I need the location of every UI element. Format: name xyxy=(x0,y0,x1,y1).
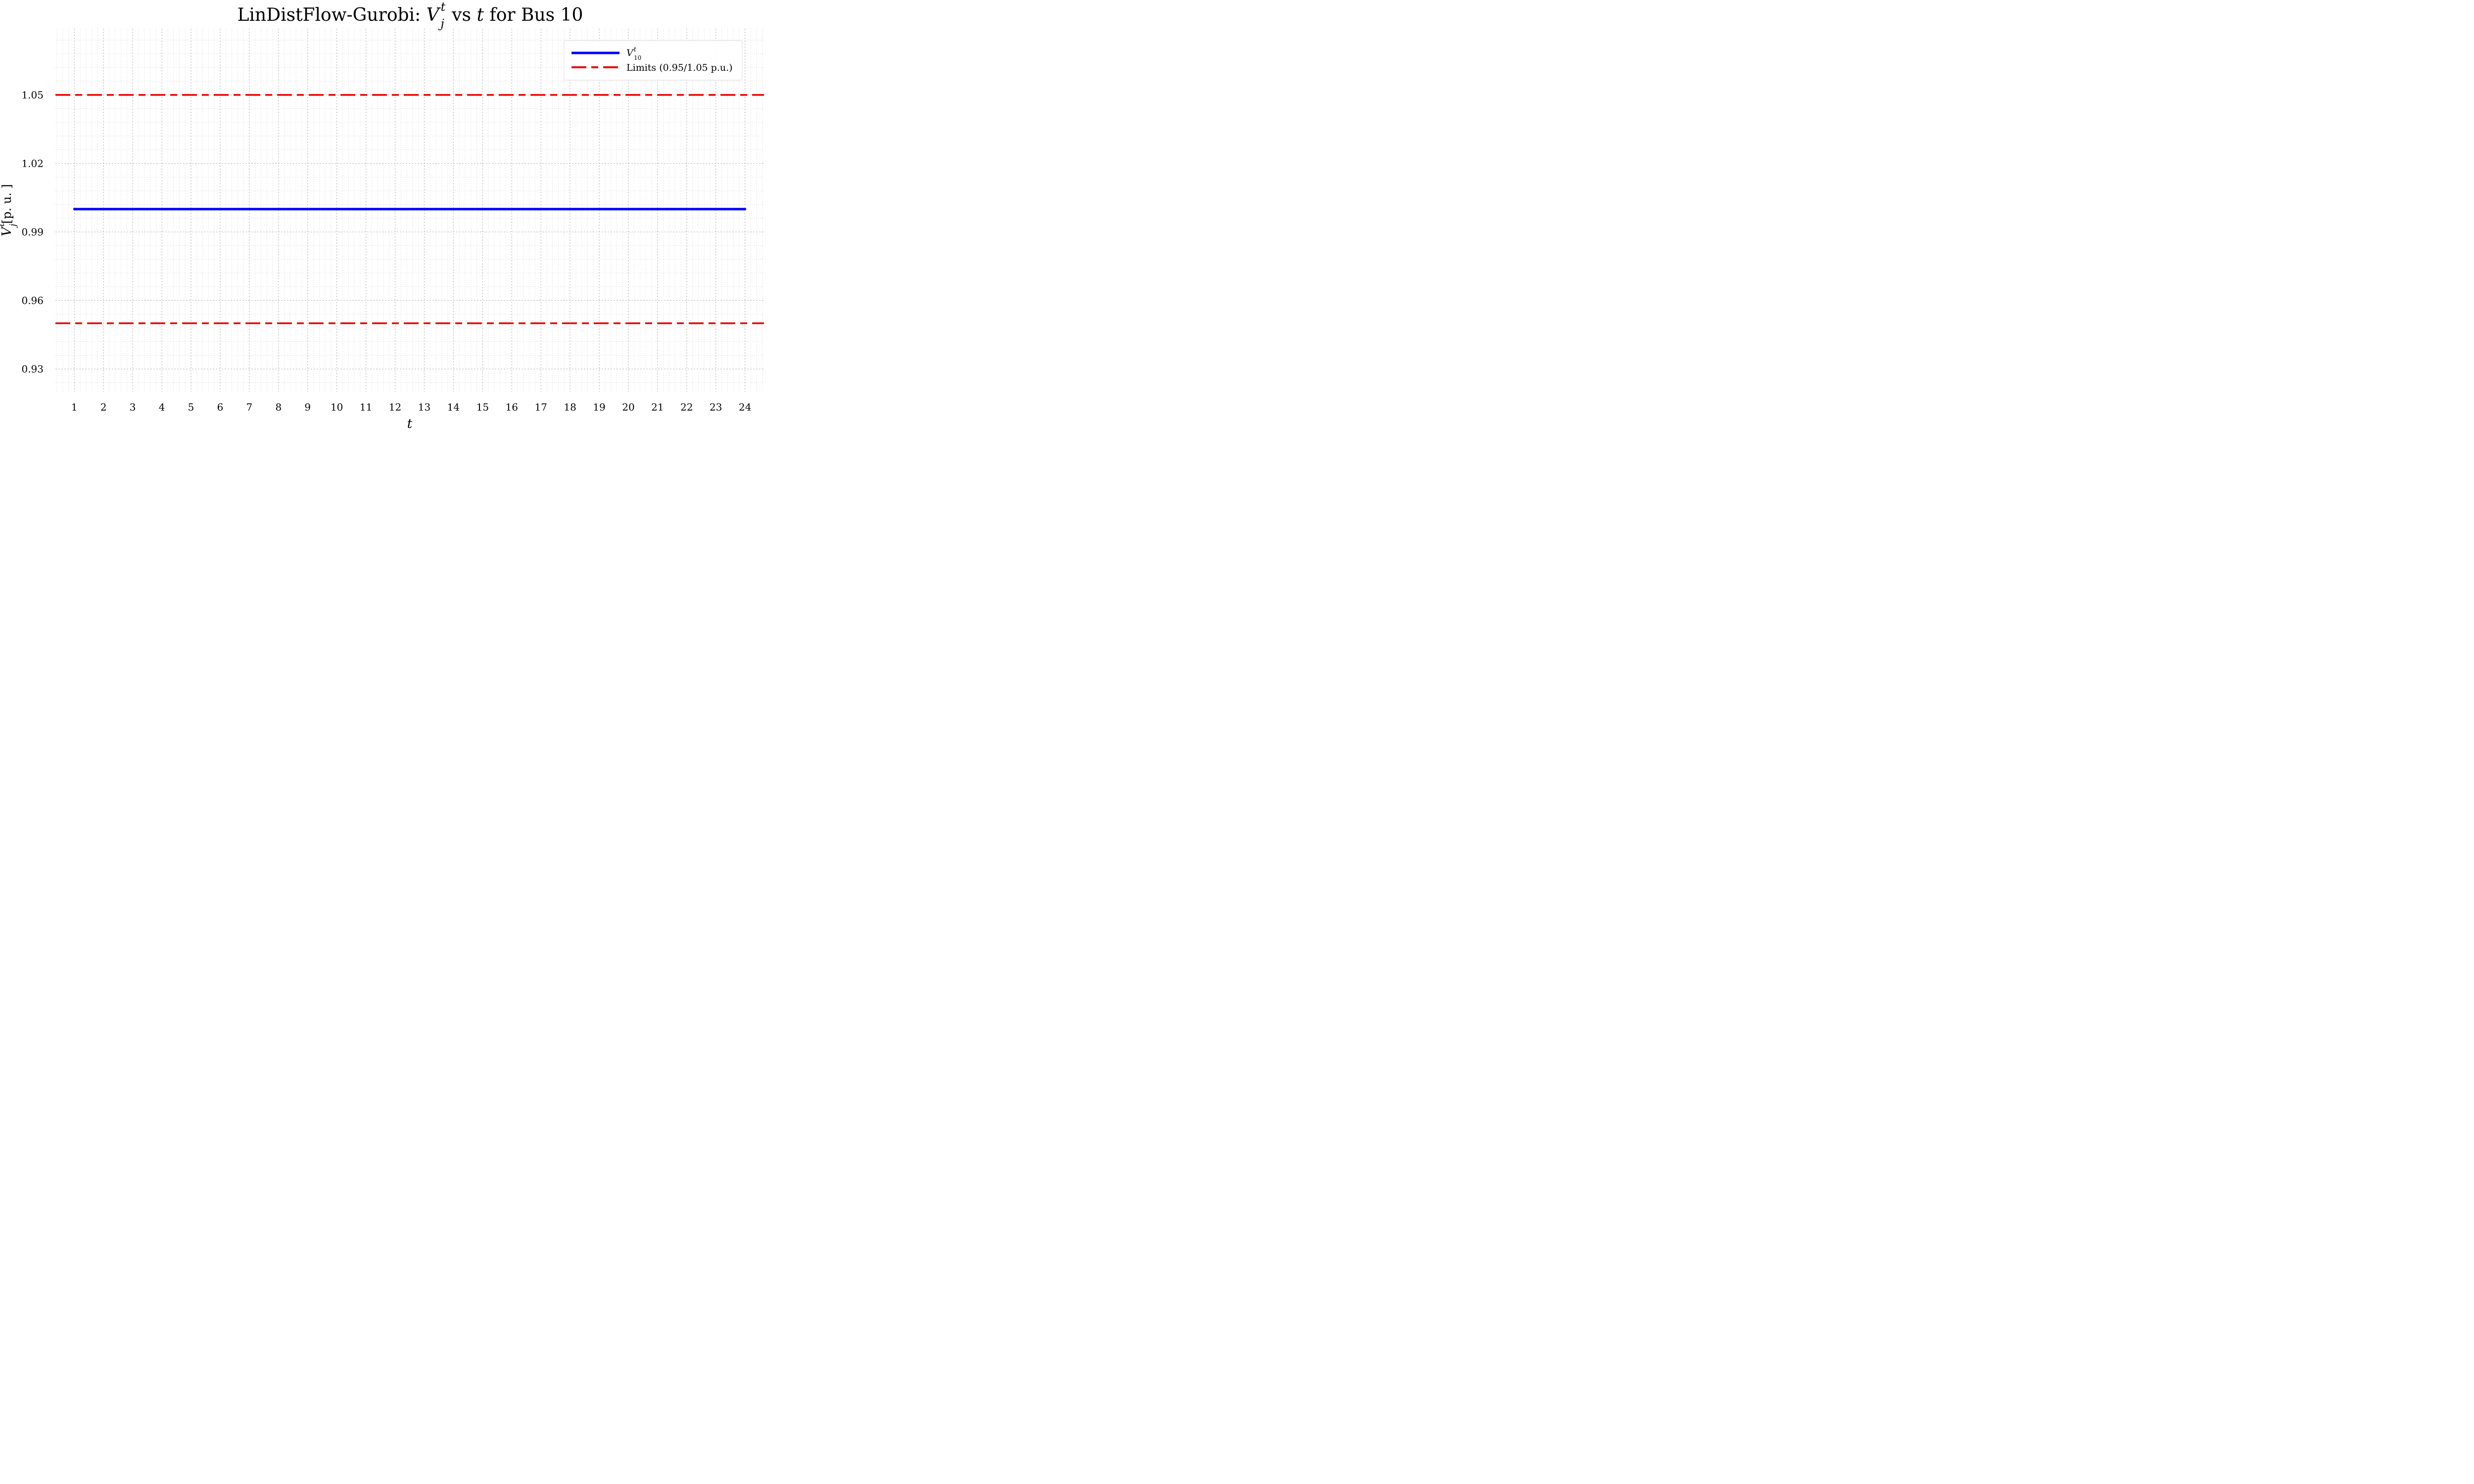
x-tick-label: 14 xyxy=(447,401,460,413)
x-axis-label: t xyxy=(407,417,413,429)
x-tick-label: 1 xyxy=(71,401,78,413)
x-tick-label: 23 xyxy=(710,401,722,413)
legend-label-voltage: Vt 10 xyxy=(626,46,641,61)
x-tick-labels: 1 2 3 4 5 6 7 8 9 10 11 12 13 14 15 16 17 18 19 20 21 22 23 24 xyxy=(71,401,751,413)
y-tick-label: 1.05 xyxy=(21,89,44,101)
y-tick-label: 0.93 xyxy=(21,363,44,375)
x-tick-label: 11 xyxy=(360,401,372,413)
x-tick-label: 5 xyxy=(188,401,194,413)
y-tick-labels: 0.93 0.96 0.99 1.02 1.05 xyxy=(21,89,44,375)
x-tick-label: 4 xyxy=(159,401,165,413)
x-tick-label: 8 xyxy=(275,401,282,413)
x-tick-label: 10 xyxy=(331,401,343,413)
x-tick-label: 24 xyxy=(739,401,751,413)
x-tick-label: 22 xyxy=(680,401,693,413)
limit-lines xyxy=(55,94,764,325)
y-tick-label: 0.96 xyxy=(21,294,44,306)
y-tick-label: 1.02 xyxy=(21,157,44,169)
legend-box xyxy=(564,40,743,81)
x-tick-label: 17 xyxy=(534,401,547,413)
x-tick-label: 13 xyxy=(418,401,430,413)
x-tick-label: 21 xyxy=(651,401,664,413)
legend: Vt 10 Limits (0.95/1.05 p.u.) xyxy=(564,40,743,81)
x-tick-label: 6 xyxy=(217,401,224,413)
x-tick-label: 15 xyxy=(476,401,489,413)
x-tick-label: 9 xyxy=(304,401,311,413)
legend-label-limits: Limits (0.95/1.05 p.u.) xyxy=(626,62,733,73)
x-tick-label: 19 xyxy=(593,401,605,413)
y-axis-label: Vtj[p. u. ] xyxy=(0,184,18,236)
y-tick-label: 0.99 xyxy=(21,226,44,238)
x-tick-label: 18 xyxy=(564,401,576,413)
x-tick-label: 16 xyxy=(506,401,518,413)
x-tick-label: 20 xyxy=(622,401,634,413)
x-tick-label: 7 xyxy=(246,401,253,413)
x-tick-label: 2 xyxy=(100,401,107,413)
x-tick-label: 3 xyxy=(130,401,136,413)
x-tick-label: 12 xyxy=(389,401,401,413)
